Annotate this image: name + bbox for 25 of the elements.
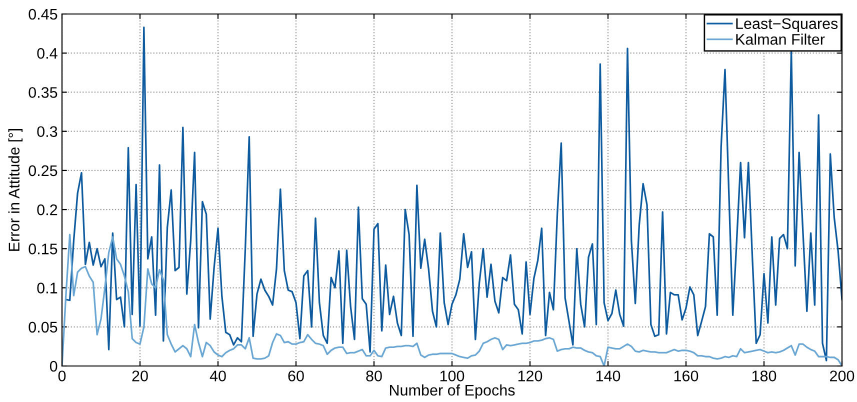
y-tick-label: 0.3 xyxy=(37,126,58,138)
x-tick-label: 40 xyxy=(210,370,226,382)
y-axis-title: Error in Attitude [°] xyxy=(8,129,23,251)
x-tick-label: 140 xyxy=(596,370,620,382)
x-tick-label: 160 xyxy=(674,370,698,382)
x-tick-label: 200 xyxy=(830,370,854,382)
y-tick-label: 0.2 xyxy=(37,204,58,216)
y-tick-label: 0.1 xyxy=(37,282,58,294)
y-tick-label: 0.45 xyxy=(28,8,58,20)
legend-label: Kalman Filter xyxy=(736,34,825,45)
x-tick-label: 20 xyxy=(132,370,148,382)
y-tick-label: 0 xyxy=(50,360,58,372)
legend-label: Least−Squares xyxy=(736,18,838,32)
x-tick-label: 100 xyxy=(440,370,464,382)
x-tick-label: 0 xyxy=(58,370,66,382)
x-tick-label: 60 xyxy=(288,370,304,382)
y-tick-label: 0.15 xyxy=(28,244,58,254)
x-tick-label: 80 xyxy=(366,370,382,382)
y-tick-label: 0.4 xyxy=(37,48,58,59)
y-tick-label: 0.05 xyxy=(28,322,58,333)
y-tick-label: 0.25 xyxy=(28,165,58,176)
x-tick-label: 180 xyxy=(752,370,776,382)
x-tick-label: 120 xyxy=(518,370,542,382)
x-axis-title: Number of Epochs xyxy=(390,384,515,399)
y-tick-label: 0.35 xyxy=(28,87,58,98)
